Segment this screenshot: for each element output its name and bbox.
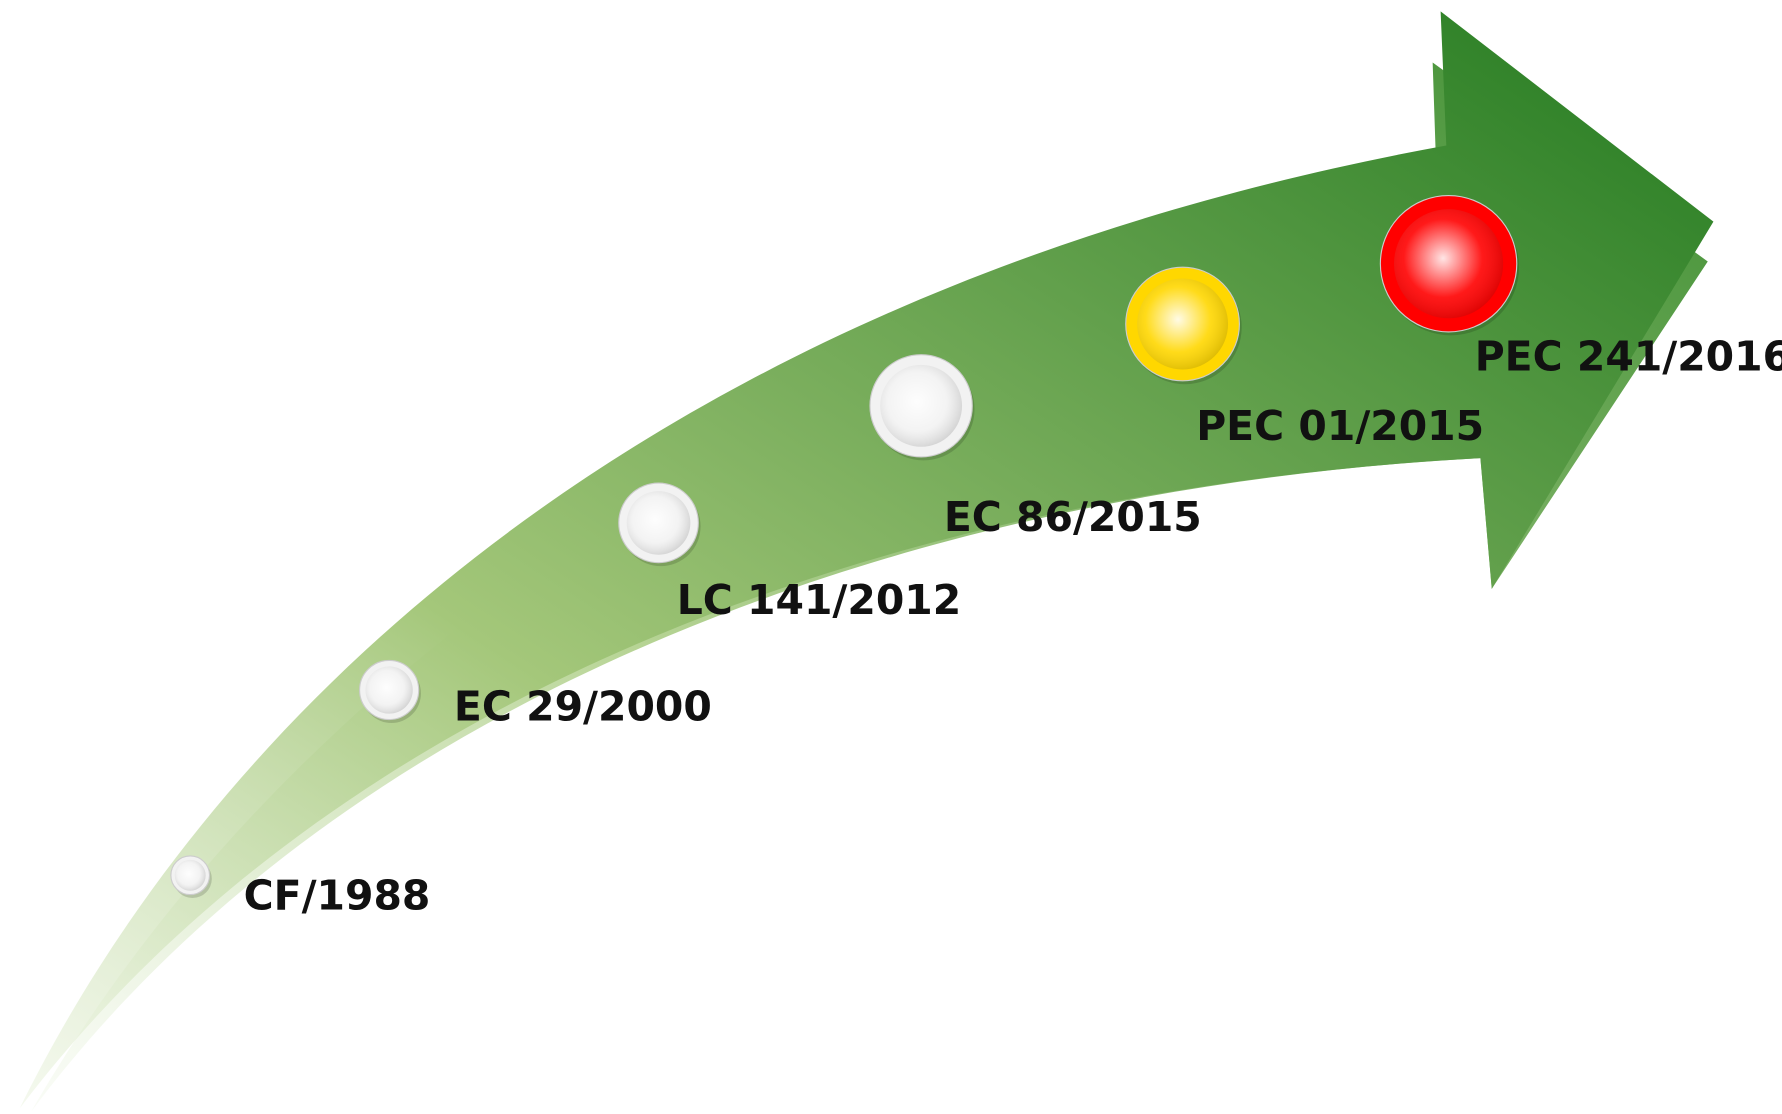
milestone-label: EC 86/2015 <box>944 493 1202 541</box>
milestone: EC 29/2000 <box>359 659 712 731</box>
milestone-shine <box>626 491 691 555</box>
milestone: EC 86/2015 <box>869 354 1202 541</box>
milestone: PEC 01/2015 <box>1125 266 1484 450</box>
milestone-shine <box>880 364 963 447</box>
milestone-label: PEC 241/2016 <box>1475 333 1782 381</box>
milestone: PEC 241/2016 <box>1379 194 1782 381</box>
milestone-shine <box>1394 209 1504 319</box>
milestone-label: PEC 01/2015 <box>1196 402 1484 450</box>
milestone-label: CF/1988 <box>244 871 431 919</box>
arrow <box>19 11 1714 1109</box>
milestone-label: EC 29/2000 <box>454 683 712 731</box>
milestone-shine <box>174 859 206 891</box>
milestone-label: LC 141/2012 <box>677 576 962 624</box>
milestone: LC 141/2012 <box>618 482 962 624</box>
milestones: CF/1988 EC 29/2000 LC 141/2012 EC 86/2015 PE… <box>170 194 1782 919</box>
milestone: CF/1988 <box>170 855 431 919</box>
milestone-shine <box>1137 278 1229 370</box>
milestone-shine <box>365 666 413 714</box>
